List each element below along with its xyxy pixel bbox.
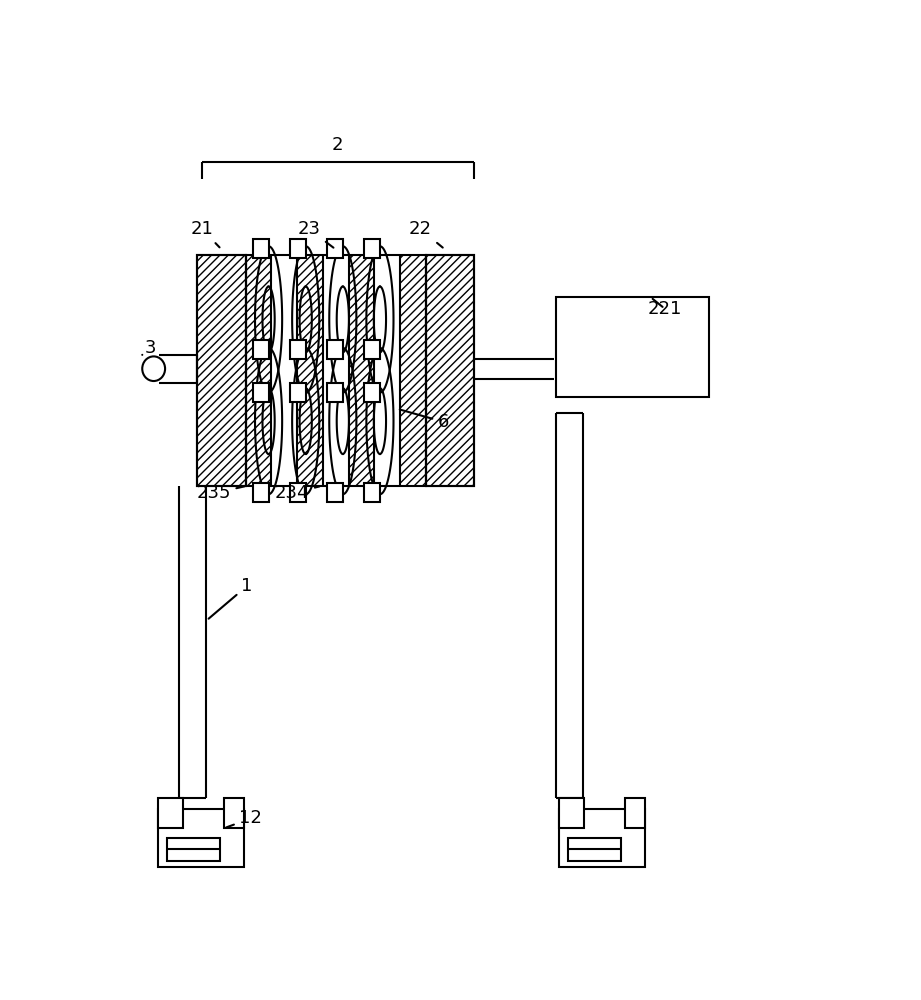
Text: 23: 23 <box>297 220 333 248</box>
Text: 21: 21 <box>191 220 219 247</box>
Text: 2: 2 <box>332 136 344 154</box>
Bar <box>400 255 426 486</box>
Bar <box>327 383 343 402</box>
Text: 12: 12 <box>227 809 262 827</box>
Text: 22: 22 <box>409 220 443 248</box>
Bar <box>559 809 645 867</box>
Bar <box>567 838 621 861</box>
Text: 1: 1 <box>208 577 253 619</box>
Bar <box>272 255 297 486</box>
Text: 221: 221 <box>647 299 682 318</box>
Bar <box>290 340 306 359</box>
Bar <box>348 255 374 486</box>
Bar <box>364 340 380 359</box>
Bar <box>290 239 306 258</box>
Bar <box>323 255 348 486</box>
Bar <box>426 255 474 486</box>
Bar <box>290 383 306 402</box>
Bar <box>253 383 269 402</box>
Bar <box>297 255 323 486</box>
Text: 3: 3 <box>142 339 157 357</box>
Bar <box>364 239 380 258</box>
Bar <box>246 255 426 486</box>
Bar <box>225 798 243 828</box>
Bar <box>167 838 220 861</box>
Bar <box>253 239 269 258</box>
Bar <box>364 483 380 502</box>
Bar <box>327 483 343 502</box>
Bar <box>559 798 584 828</box>
Text: 6: 6 <box>400 410 449 431</box>
Bar <box>158 798 183 828</box>
Bar <box>197 255 246 486</box>
Bar <box>197 255 246 486</box>
Bar <box>253 483 269 502</box>
Bar <box>158 809 243 867</box>
Bar <box>426 255 474 486</box>
Bar <box>327 340 343 359</box>
Bar <box>253 340 269 359</box>
Text: 234: 234 <box>274 484 320 502</box>
Bar <box>327 239 343 258</box>
Bar <box>555 297 709 397</box>
Bar <box>246 255 272 486</box>
Bar <box>364 383 380 402</box>
Bar <box>290 483 306 502</box>
Bar <box>374 255 400 486</box>
Bar <box>625 798 645 828</box>
Text: 235: 235 <box>196 484 244 502</box>
